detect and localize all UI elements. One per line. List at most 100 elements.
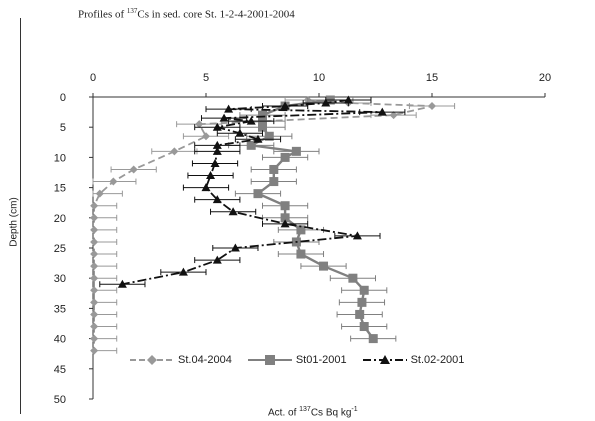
y-tick-label: 5 <box>60 122 66 134</box>
data-point-triangle <box>219 113 229 122</box>
data-point-square <box>359 285 369 295</box>
data-point-diamond <box>90 346 99 355</box>
data-point-diamond <box>90 334 99 343</box>
data-point-square <box>355 309 365 319</box>
data-point-square <box>264 131 274 141</box>
data-point-diamond <box>90 250 99 259</box>
data-point-square <box>253 189 263 199</box>
data-point-square <box>280 213 290 223</box>
data-point-triangle <box>352 231 362 240</box>
y-tick-label: 35 <box>54 303 66 315</box>
series-st-04-2004 <box>90 96 456 355</box>
data-point-triangle <box>224 104 234 113</box>
data-point-square <box>359 322 369 332</box>
series-line <box>93 99 433 351</box>
data-point-square <box>269 164 279 174</box>
data-point-triangle <box>210 158 220 167</box>
data-point-triangle <box>206 171 216 180</box>
legend-swatch-st02 <box>362 355 407 364</box>
data-point-diamond <box>95 189 104 198</box>
x-tick-label: 0 <box>90 72 96 84</box>
x-tick-label: 5 <box>203 72 209 84</box>
data-point-diamond <box>90 213 99 222</box>
data-point-diamond <box>90 237 99 246</box>
legend-swatch-st04 <box>130 355 174 365</box>
data-point-square <box>296 225 306 235</box>
data-point-triangle <box>280 219 290 228</box>
data-point-diamond <box>90 225 99 234</box>
y-tick-label: 50 <box>54 394 66 406</box>
legend-item-st01: St01-2001 <box>247 354 347 366</box>
legend: St.04-2004 St01-2001 St.02-2001 <box>130 354 464 366</box>
y-tick-label: 25 <box>54 243 66 255</box>
x-axis-label: Act. of 137Cs Bq kg-1 <box>268 406 358 419</box>
data-point-square <box>368 334 378 344</box>
data-point-square <box>291 146 301 156</box>
data-point-diamond <box>90 262 99 271</box>
data-point-triangle <box>235 128 245 137</box>
y-tick-label: 40 <box>54 334 66 346</box>
data-point-triangle <box>280 101 290 110</box>
data-point-square <box>269 177 279 187</box>
y-tick-label: 30 <box>54 273 66 285</box>
data-point-triangle <box>230 243 240 252</box>
data-point-diamond <box>90 286 99 295</box>
legend-label-st04: St.04-2004 <box>178 354 232 366</box>
data-point-triangle <box>228 207 238 216</box>
data-point-square <box>348 273 358 283</box>
data-point-diamond <box>428 102 436 111</box>
y-tick-label: 45 <box>54 364 66 376</box>
legend-label-st01: St01-2001 <box>295 354 347 366</box>
series-st-02-2001 <box>99 95 406 288</box>
legend-item-st02: St.02-2001 <box>362 354 465 366</box>
data-point-triangle <box>212 195 222 204</box>
data-point-triangle <box>117 279 127 288</box>
data-point-diamond <box>129 165 138 174</box>
x-tick-label: 15 <box>426 72 438 84</box>
figure-left-border <box>20 18 21 414</box>
data-point-diamond <box>109 177 118 186</box>
data-point-diamond <box>170 147 179 156</box>
data-point-triangle <box>212 122 222 131</box>
chart-title: Profiles of 137Cs in sed. core St. 1-2-4… <box>78 7 295 21</box>
y-tick-label: 0 <box>60 92 66 104</box>
y-tick-label: 20 <box>54 213 66 225</box>
data-point-diamond <box>90 322 99 331</box>
y-tick-label: 10 <box>54 152 66 164</box>
legend-swatch-st01 <box>247 355 292 365</box>
data-point-triangle <box>201 183 211 192</box>
data-point-triangle <box>178 267 188 276</box>
data-point-diamond <box>389 111 398 120</box>
y-tick-label: 15 <box>54 183 66 195</box>
data-point-square <box>280 152 290 162</box>
x-tick-label: 10 <box>313 72 325 84</box>
data-point-triangle <box>253 134 263 143</box>
data-point-square <box>296 249 306 259</box>
data-point-square <box>246 140 256 150</box>
data-point-triangle <box>212 255 222 264</box>
data-point-triangle <box>212 140 222 149</box>
data-point-triangle <box>343 95 353 104</box>
data-point-diamond <box>202 132 210 141</box>
legend-item-st04: St.04-2004 <box>130 354 232 366</box>
data-point-diamond <box>90 274 99 283</box>
data-point-diamond <box>90 298 99 307</box>
data-point-triangle <box>212 146 222 155</box>
legend-label-st02: St.02-2001 <box>410 354 465 366</box>
data-point-square <box>280 201 290 211</box>
data-point-square <box>258 122 267 132</box>
data-point-triangle <box>246 116 256 125</box>
data-point-triangle <box>321 98 331 107</box>
data-point-diamond <box>90 310 99 319</box>
data-point-diamond <box>195 120 204 129</box>
data-point-square <box>319 261 329 271</box>
data-point-diamond <box>90 201 99 210</box>
x-tick-label: 20 <box>539 72 551 84</box>
data-point-square <box>357 297 367 307</box>
data-point-square <box>258 110 267 120</box>
series-st01-2001 <box>228 95 397 344</box>
y-axis-label: Depth (cm) <box>8 197 20 247</box>
data-point-triangle <box>377 107 387 116</box>
